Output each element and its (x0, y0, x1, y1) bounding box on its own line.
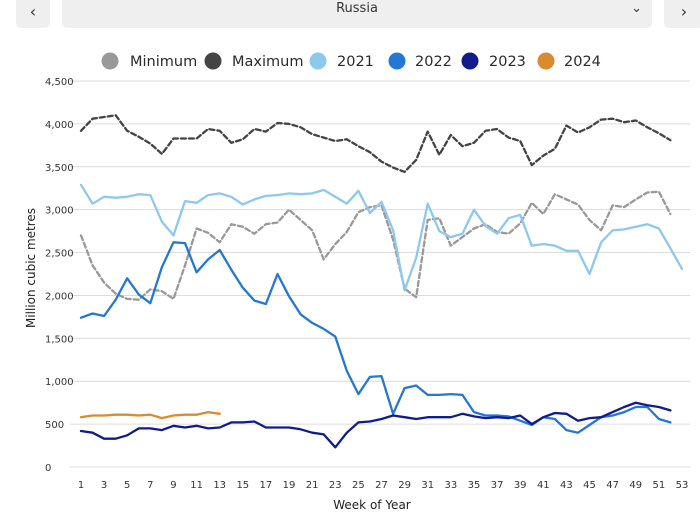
x-tick-label: 19 (283, 480, 296, 491)
x-tick-label: 41 (537, 480, 550, 491)
x-tick-label: 33 (444, 480, 457, 491)
y-tick-label: 1,000 (45, 377, 74, 388)
legend-marker-2023 (461, 52, 479, 70)
y-tick-label: 2,000 (45, 291, 74, 302)
legend-label-2021: 2021 (337, 54, 374, 70)
legend-marker-2024 (537, 52, 555, 70)
next-button[interactable]: › (664, 0, 700, 28)
legend-marker-2021 (309, 52, 327, 70)
x-tick-label: 53 (676, 480, 689, 491)
legend-marker-maximum (204, 52, 222, 70)
y-tick-label: 0 (45, 463, 51, 474)
legend-label-2022: 2022 (415, 54, 452, 70)
country-dropdown[interactable]: Russia ⌄ (62, 0, 652, 28)
y-tick-label: 500 (45, 420, 64, 431)
y-tick-label: 1,500 (45, 334, 74, 345)
x-tick-label: 11 (190, 480, 203, 491)
x-tick-label: 13 (213, 480, 226, 491)
legend-marker-minimum (101, 52, 119, 70)
x-tick-label: 29 (398, 480, 411, 491)
x-tick-label: 39 (514, 480, 527, 491)
chevron-right-icon: › (680, 1, 688, 21)
series-line-2024 (79, 410, 221, 420)
legend-label-minimum: Minimum (130, 54, 197, 70)
legend-label-maximum: Maximum (232, 54, 303, 70)
x-tick-label: 17 (260, 480, 273, 491)
chevron-down-icon: ⌄ (631, 1, 642, 16)
series-line-2023 (79, 401, 672, 449)
x-tick-label: 7 (147, 480, 153, 491)
x-tick-label: 47 (606, 480, 619, 491)
x-tick-label: 27 (375, 480, 388, 491)
series-line-2021 (79, 183, 684, 292)
x-tick-label: 21 (306, 480, 319, 491)
legend-label-2024: 2024 (564, 54, 601, 70)
x-tick-label: 9 (170, 480, 176, 491)
x-tick-label: 43 (560, 480, 573, 491)
y-tick-label: 3,000 (45, 206, 74, 217)
series-line-2022 (79, 241, 672, 434)
y-tick-label: 3,500 (45, 163, 74, 174)
chart-series (79, 114, 684, 449)
x-tick-label: 25 (352, 480, 365, 491)
y-axis-ticks: 0 500 1,000 1,500 2,000 2,500 3,000 3,500 4,000 4… (45, 77, 74, 474)
legend-marker-2022 (388, 52, 406, 70)
x-tick-label: 23 (329, 480, 342, 491)
x-tick-label: 49 (629, 480, 642, 491)
x-tick-label: 3 (101, 480, 107, 491)
x-tick-label: 31 (421, 480, 434, 491)
x-tick-label: 35 (468, 480, 481, 491)
y-tick-label: 4,500 (45, 77, 74, 88)
chevron-left-icon: ‹ (29, 1, 37, 21)
chart-gridlines (70, 80, 690, 468)
chart-legend: Minimum Maximum 2021 2022 2023 2024 (101, 52, 601, 70)
x-tick-label: 1 (78, 480, 84, 491)
series-line-maximum (79, 114, 672, 174)
x-tick-label: 51 (653, 480, 666, 491)
country-selected-value: Russia (336, 1, 378, 16)
country-selector-bar: ‹ Russia ⌄ › (0, 0, 700, 40)
y-axis-label: Million cubic metres (24, 208, 38, 328)
x-tick-label: 45 (583, 480, 596, 491)
y-tick-label: 2,500 (45, 249, 74, 260)
legend-label-2023: 2023 (489, 54, 526, 70)
x-tick-label: 37 (491, 480, 504, 491)
x-tick-label: 5 (124, 480, 130, 491)
x-tick-label: 15 (236, 480, 249, 491)
x-axis-label: Week of Year (333, 498, 411, 512)
previous-button[interactable]: ‹ (16, 0, 50, 28)
y-tick-label: 4,000 (45, 120, 74, 131)
x-axis-ticks: 1 3 5 7 9 11 13 15 17 19 21 23 25 27 29 31 33 35 37 39 41 43 4… (78, 480, 689, 491)
